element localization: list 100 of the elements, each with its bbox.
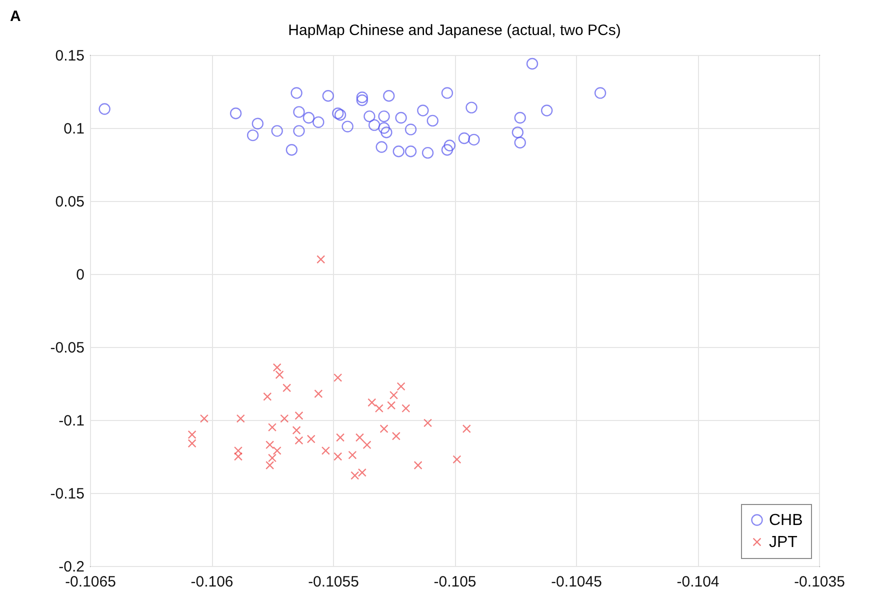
y-tick-label: -0.05	[50, 340, 84, 356]
point	[302, 112, 315, 124]
point	[294, 436, 304, 445]
x-tick-label: -0.106	[190, 574, 234, 590]
point	[306, 434, 316, 444]
point	[282, 384, 292, 392]
point	[424, 418, 432, 428]
y-tick-label: 0.1	[64, 120, 84, 138]
x-tick-label: -0.104	[676, 574, 720, 590]
point	[293, 106, 305, 118]
y-tick-label: 0.15	[55, 48, 84, 64]
point	[263, 392, 272, 401]
x-tick-label: -0.1065	[65, 574, 116, 590]
point	[266, 440, 274, 450]
y-tick-label: 0.05	[55, 194, 84, 210]
point	[362, 440, 372, 450]
point	[389, 390, 398, 400]
point	[444, 140, 456, 152]
point	[316, 255, 326, 264]
point	[271, 125, 283, 137]
point	[526, 58, 538, 70]
point	[266, 460, 274, 470]
point	[392, 432, 400, 440]
text: A	[10, 8, 21, 25]
y-tick-label: -0.1	[58, 412, 84, 430]
point	[355, 433, 364, 442]
point	[387, 401, 396, 410]
point	[290, 87, 302, 99]
point	[417, 104, 429, 116]
point	[334, 452, 342, 461]
point	[404, 146, 417, 158]
point	[468, 134, 480, 146]
point	[512, 126, 524, 138]
point	[200, 414, 208, 423]
point	[356, 94, 368, 106]
x-tick-label: -0.1055	[308, 574, 359, 590]
point	[293, 125, 305, 137]
point	[458, 132, 470, 144]
point	[234, 452, 242, 461]
point	[272, 363, 282, 372]
x-tick-label: -0.1035	[794, 574, 845, 590]
point	[268, 423, 277, 432]
point	[332, 108, 344, 120]
point	[368, 398, 376, 407]
point	[188, 439, 196, 448]
point	[404, 124, 417, 136]
point	[98, 103, 110, 115]
y-tick-label: -0.2	[58, 558, 84, 576]
point	[414, 460, 422, 470]
point	[402, 404, 410, 413]
point	[246, 129, 259, 142]
point	[314, 389, 323, 398]
y-tick-label: -0.15	[50, 486, 84, 502]
point	[336, 433, 345, 442]
point	[374, 404, 384, 413]
point	[380, 126, 392, 138]
point	[312, 116, 324, 128]
point	[356, 92, 368, 104]
point	[452, 455, 462, 464]
point	[321, 446, 330, 455]
point	[188, 430, 196, 439]
point	[280, 414, 289, 423]
point	[540, 104, 553, 116]
point	[396, 382, 406, 391]
point	[368, 119, 380, 131]
point	[286, 144, 298, 156]
point	[441, 87, 454, 99]
point	[392, 146, 404, 158]
point	[234, 446, 242, 455]
point	[422, 146, 434, 159]
point	[294, 411, 304, 420]
point	[462, 424, 471, 434]
point	[395, 112, 407, 124]
point	[292, 426, 301, 434]
point	[380, 424, 388, 434]
point	[268, 454, 277, 462]
y-tick-label: 0	[76, 266, 84, 284]
point	[230, 108, 242, 120]
legend-label: CHB	[769, 512, 803, 529]
point	[466, 102, 478, 114]
point	[514, 112, 526, 124]
point	[514, 136, 526, 148]
point	[322, 90, 334, 102]
point	[376, 141, 388, 153]
point	[378, 110, 390, 122]
chart-title: HapMap Chinese and Japanese (actual, two PCs)	[288, 22, 621, 39]
point	[378, 122, 390, 134]
point	[364, 110, 376, 122]
x-tick-label: -0.1045	[551, 574, 602, 590]
point	[342, 120, 354, 132]
x-tick-label: -0.105	[434, 574, 476, 590]
point	[272, 446, 282, 455]
point	[348, 450, 357, 460]
point	[334, 373, 342, 382]
point	[441, 144, 454, 156]
point	[383, 90, 395, 102]
point	[275, 370, 284, 380]
point	[426, 114, 438, 127]
point	[236, 414, 245, 423]
point	[594, 87, 606, 99]
